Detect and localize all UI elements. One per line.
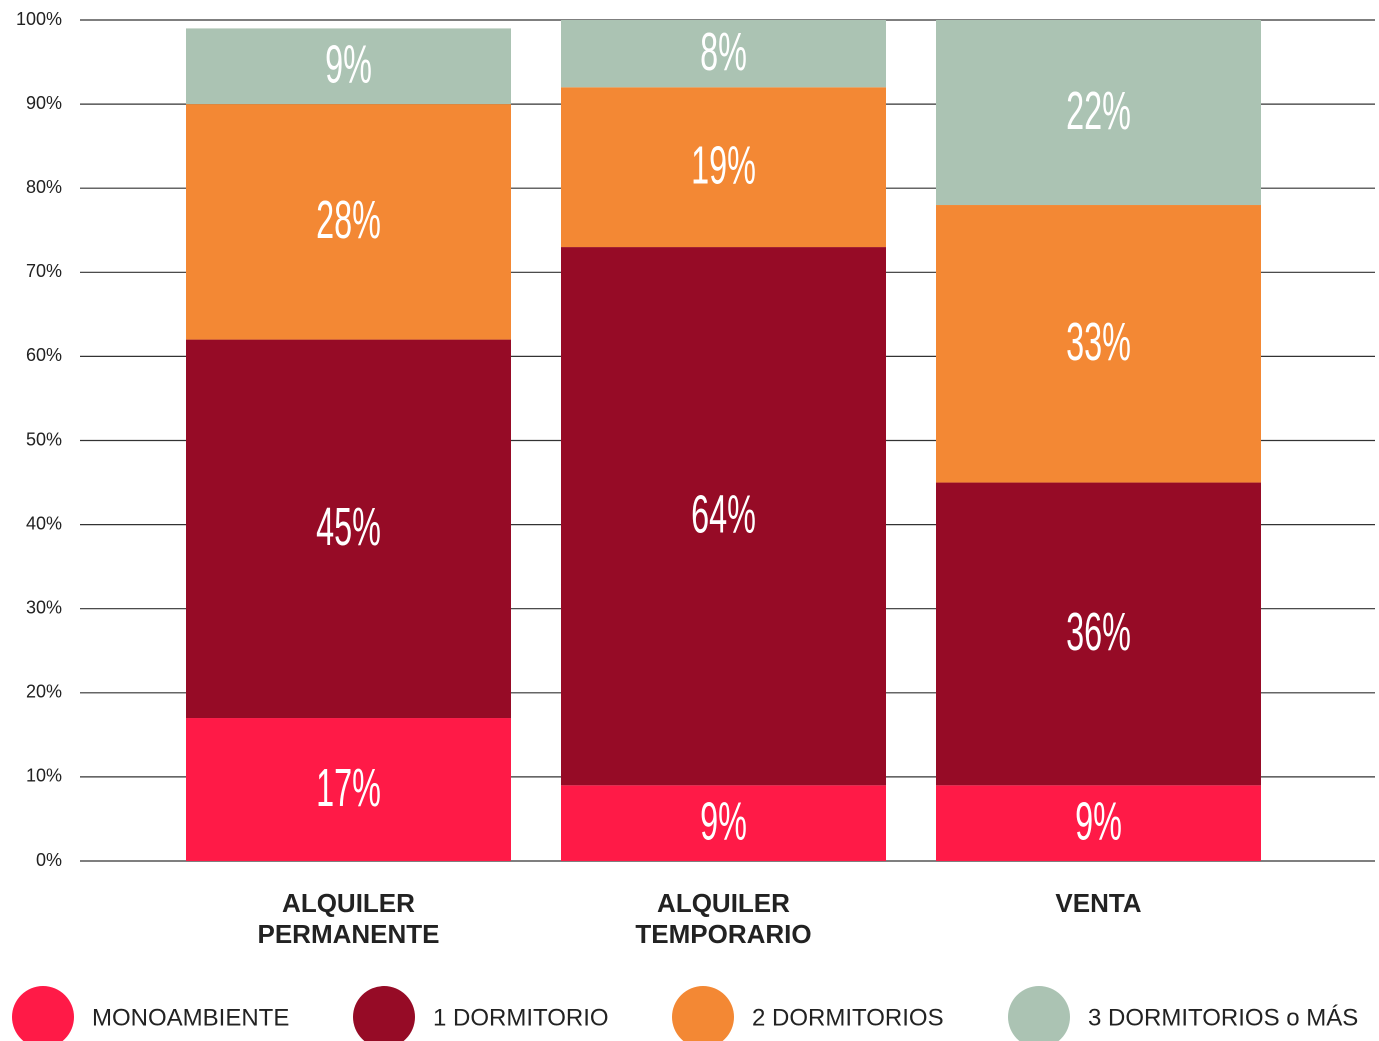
y-tick-label: 50% bbox=[26, 429, 62, 449]
value-label-group: 17% bbox=[316, 758, 381, 817]
y-tick-label: 80% bbox=[26, 177, 62, 197]
value-label-group: 19% bbox=[691, 136, 756, 195]
legend-label: MONOAMBIENTE bbox=[92, 1004, 289, 1031]
y-tick-label: 0% bbox=[36, 850, 62, 870]
value-label: 28% bbox=[316, 191, 381, 250]
value-label: 36% bbox=[1066, 603, 1131, 662]
value-label: 19% bbox=[691, 136, 756, 195]
y-tick-label: 60% bbox=[26, 345, 62, 365]
legend-swatch bbox=[1008, 986, 1070, 1041]
y-tick-label: 70% bbox=[26, 261, 62, 281]
y-tick-label: 20% bbox=[26, 682, 62, 702]
bar-segment bbox=[561, 20, 886, 88]
value-label-group: 22% bbox=[1066, 81, 1131, 140]
legend-swatch bbox=[353, 986, 415, 1041]
value-label-group: 28% bbox=[316, 191, 381, 250]
value-label: 64% bbox=[691, 485, 756, 544]
value-label: 9% bbox=[1075, 792, 1122, 851]
legend-swatch bbox=[672, 986, 734, 1041]
value-label: 9% bbox=[325, 35, 372, 94]
legend-label: 3 DORMITORIOS o MÁS bbox=[1088, 1004, 1358, 1031]
value-label-group: 9% bbox=[700, 792, 747, 851]
value-label: 22% bbox=[1066, 81, 1131, 140]
y-tick-label: 10% bbox=[26, 766, 62, 786]
value-label-group: 9% bbox=[325, 35, 372, 94]
bar-segment bbox=[186, 28, 511, 105]
value-label-group: 33% bbox=[1066, 313, 1131, 372]
value-label-group: 45% bbox=[316, 498, 381, 557]
y-tick-label: 40% bbox=[26, 513, 62, 533]
y-tick-label: 90% bbox=[26, 93, 62, 113]
x-tick-label: VENTA bbox=[1055, 888, 1142, 918]
bar-segment bbox=[561, 785, 886, 861]
value-label-group: 8% bbox=[700, 23, 747, 82]
value-label: 9% bbox=[700, 792, 747, 851]
bar-segment bbox=[186, 718, 511, 861]
legend-label: 2 DORMITORIOS bbox=[752, 1004, 944, 1031]
bar-segment bbox=[936, 205, 1261, 483]
y-tick-label: 30% bbox=[26, 597, 62, 617]
x-tick-label: ALQUILER PERMANENTE bbox=[257, 888, 440, 949]
bar-segment bbox=[186, 104, 511, 340]
bar-segment bbox=[561, 247, 886, 786]
bar-segment bbox=[561, 87, 886, 248]
value-label-group: 64% bbox=[691, 485, 756, 544]
y-tick-label: 100% bbox=[16, 9, 62, 29]
legend-label: 1 DORMITORIO bbox=[433, 1004, 609, 1031]
value-label: 33% bbox=[1066, 313, 1131, 372]
value-label-group: 9% bbox=[1075, 792, 1122, 851]
x-tick-label: ALQUILER TEMPORARIO bbox=[635, 888, 812, 949]
value-label: 8% bbox=[700, 23, 747, 82]
bar-segment bbox=[186, 339, 511, 719]
value-label-group: 36% bbox=[1066, 603, 1131, 662]
legend-swatch bbox=[12, 986, 74, 1041]
value-label: 17% bbox=[316, 758, 381, 817]
bar-segment bbox=[936, 20, 1261, 206]
value-label: 45% bbox=[316, 498, 381, 557]
bar-segment bbox=[936, 785, 1261, 861]
bar-segment bbox=[936, 482, 1261, 786]
